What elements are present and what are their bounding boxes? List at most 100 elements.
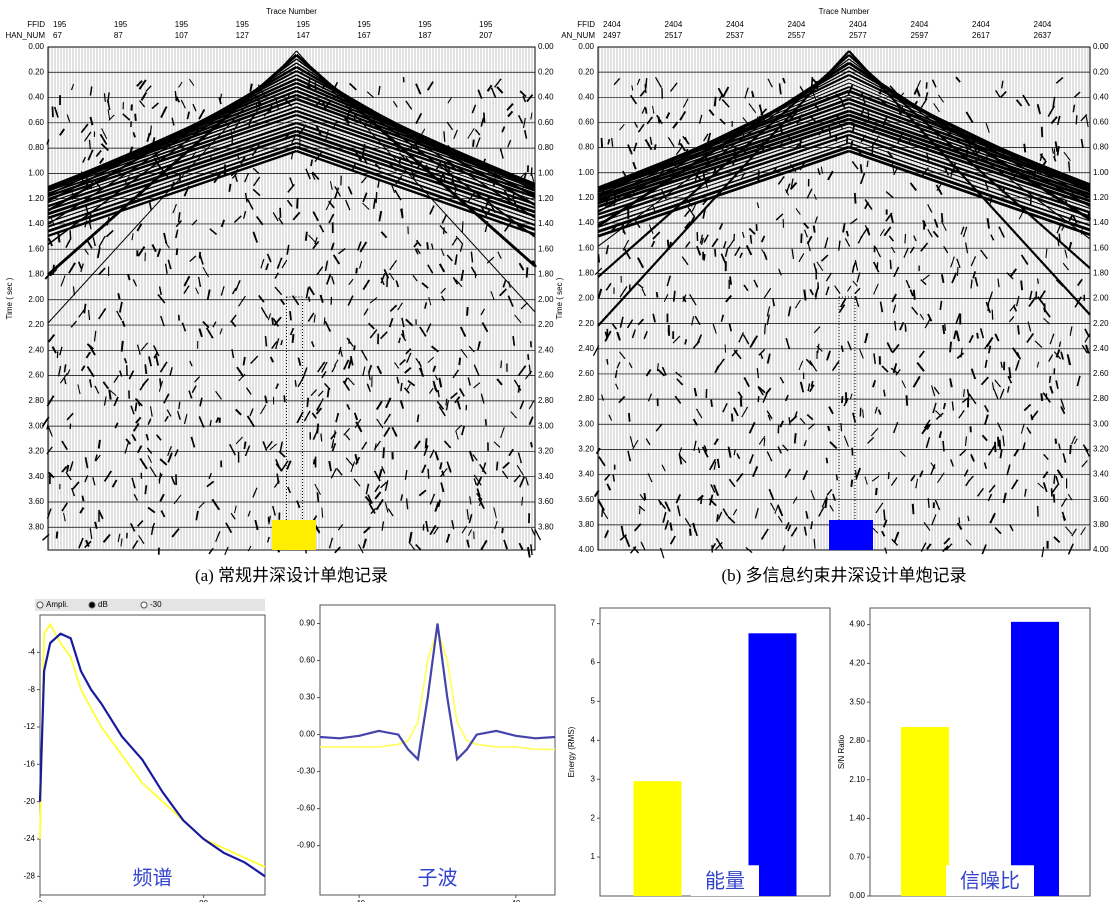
y-tick-label: 2.60: [538, 371, 554, 380]
noise: [649, 136, 653, 145]
event: [597, 97, 850, 192]
noise: [493, 441, 501, 448]
noise: [960, 347, 963, 358]
noise: [757, 170, 760, 182]
noise: [374, 484, 381, 493]
noise: [408, 531, 413, 543]
y-tick-label: 1.80: [1093, 268, 1109, 277]
header-value: 2404: [1034, 20, 1052, 29]
noise: [732, 146, 737, 158]
noise: [733, 449, 736, 456]
noise: [633, 121, 639, 128]
noise: [845, 230, 849, 237]
noise: [730, 413, 734, 422]
noise: [72, 286, 76, 296]
noise: [619, 316, 624, 328]
noise: [970, 279, 973, 289]
noise: [763, 437, 766, 447]
noise: [741, 231, 745, 238]
noise: [198, 501, 205, 509]
bar: [633, 781, 682, 896]
noise: [476, 492, 482, 500]
noise: [987, 345, 992, 354]
noise: [490, 291, 495, 300]
noise: [1017, 325, 1020, 335]
noise: [985, 122, 990, 134]
noise: [777, 504, 784, 517]
noise: [133, 493, 139, 501]
noise: [413, 241, 419, 248]
event: [47, 129, 297, 216]
noise: [518, 172, 526, 180]
noise: [63, 377, 67, 385]
noise: [714, 248, 717, 257]
noise: [696, 334, 703, 344]
noise: [289, 327, 295, 336]
noise: [623, 248, 631, 260]
noise: [467, 377, 471, 386]
noise: [765, 387, 772, 395]
noise: [67, 369, 71, 376]
noise: [856, 272, 861, 283]
noise: [471, 104, 477, 114]
noise: [491, 205, 496, 214]
y-tick-label: 2.20: [28, 320, 44, 329]
event: [848, 61, 1091, 221]
noise: [218, 97, 222, 105]
y-tick-label: 0.20: [578, 67, 594, 76]
noise: [983, 404, 989, 413]
noise: [230, 129, 233, 137]
noise: [286, 244, 290, 255]
noise: [169, 367, 173, 376]
event: [47, 106, 297, 195]
noise: [1001, 80, 1004, 89]
header-value: 2597: [911, 31, 929, 40]
noise: [1062, 515, 1066, 522]
noise: [312, 211, 319, 222]
noise: [955, 76, 961, 83]
radio: [36, 601, 44, 609]
noise: [380, 272, 386, 284]
noise: [71, 487, 76, 497]
noise: [251, 144, 260, 157]
noise: [452, 369, 460, 379]
noise: [710, 484, 716, 493]
noise: [778, 141, 784, 148]
noise: [695, 408, 703, 419]
noise: [275, 98, 280, 110]
noise: [872, 379, 877, 388]
noise: [943, 537, 951, 545]
noise: [429, 205, 435, 215]
noise: [517, 115, 524, 124]
noise: [956, 352, 965, 359]
noise: [949, 378, 953, 388]
noise: [854, 295, 860, 308]
noise: [160, 315, 165, 327]
y-tick-label: 1.60: [538, 244, 554, 253]
noise: [754, 507, 759, 519]
bar: [1011, 621, 1059, 896]
noise: [530, 441, 533, 448]
noise: [694, 175, 698, 183]
y-tick-label: 3.60: [578, 495, 594, 504]
noise: [423, 445, 429, 456]
noise: [233, 215, 242, 224]
noise: [766, 353, 771, 364]
noise: [395, 280, 400, 288]
y-tick-label: 0.70: [849, 852, 865, 861]
event: [597, 145, 850, 234]
y-tick-label: 0.80: [538, 143, 554, 152]
y-tick-label: 0.40: [538, 93, 554, 102]
noise: [888, 235, 895, 242]
noise: [418, 367, 425, 377]
noise: [395, 175, 403, 185]
noise: [714, 365, 720, 374]
noise: [343, 427, 351, 436]
noise: [260, 307, 269, 319]
noise: [1064, 199, 1070, 208]
noise: [186, 111, 190, 120]
noise: [827, 425, 831, 432]
noise: [244, 173, 250, 183]
noise: [480, 206, 488, 217]
noise: [1036, 361, 1040, 368]
